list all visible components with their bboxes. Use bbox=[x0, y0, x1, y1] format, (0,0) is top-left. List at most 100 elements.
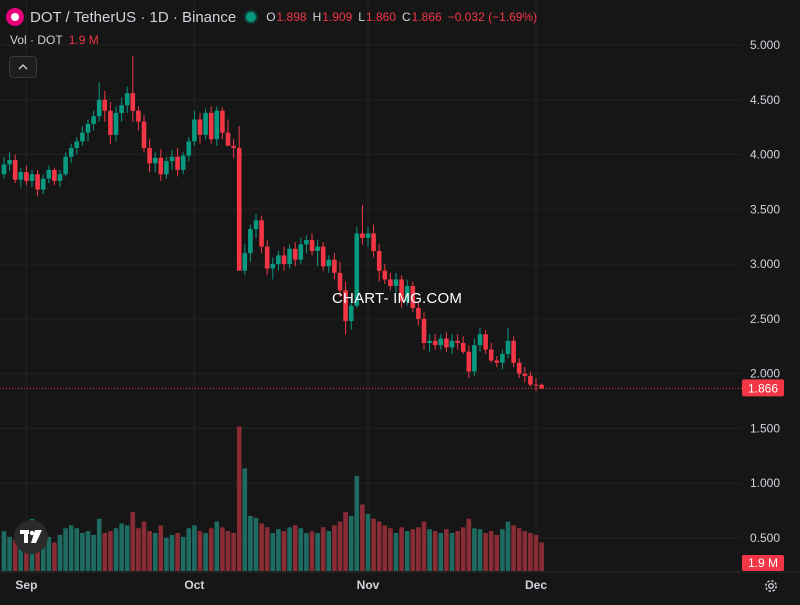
volume-bar bbox=[96, 518, 102, 571]
candle-body bbox=[432, 340, 438, 346]
volume-label: Vol · DOT bbox=[10, 33, 63, 47]
volume-bar bbox=[124, 525, 130, 571]
settings-gear-icon[interactable] bbox=[763, 578, 779, 594]
candle-body bbox=[231, 145, 236, 148]
volume-bar bbox=[309, 531, 315, 571]
candle-body bbox=[292, 248, 298, 260]
tradingview-logo-icon[interactable] bbox=[14, 520, 48, 554]
candle-body bbox=[136, 110, 141, 122]
volume-bar bbox=[242, 468, 248, 571]
volume-bar bbox=[399, 527, 404, 571]
candle-body bbox=[147, 147, 152, 164]
volume-bar bbox=[343, 512, 348, 571]
candle-body bbox=[130, 93, 136, 111]
candle-body bbox=[270, 264, 276, 269]
candle-body bbox=[1, 164, 7, 175]
candle-body bbox=[29, 174, 35, 181]
tradingview-logo-glyph bbox=[20, 530, 42, 543]
volume-bar bbox=[483, 533, 488, 571]
y-tick-label: 1.500 bbox=[750, 421, 780, 435]
volume-bar bbox=[460, 527, 466, 571]
candle-body bbox=[483, 334, 488, 350]
volume-bar bbox=[220, 527, 225, 571]
candle-body bbox=[511, 340, 516, 363]
candle-body bbox=[404, 286, 410, 302]
candle-body bbox=[242, 253, 248, 271]
candle-body bbox=[466, 351, 472, 372]
volume-bar bbox=[393, 533, 399, 571]
volume-bar bbox=[444, 529, 449, 571]
volume-bar bbox=[488, 531, 494, 571]
volume-bar bbox=[287, 527, 292, 571]
candle-body bbox=[444, 338, 449, 348]
candle-body bbox=[214, 110, 220, 140]
symbol-title[interactable]: DOT / TetherUS · 1D · Binance bbox=[30, 8, 237, 26]
candle-body bbox=[460, 342, 466, 352]
y-tick-label: 2.500 bbox=[750, 312, 780, 326]
volume-bar bbox=[494, 534, 500, 571]
candle-body bbox=[52, 169, 57, 181]
volume-bar bbox=[169, 534, 175, 571]
y-tick-label: 2.000 bbox=[750, 367, 780, 381]
volume-bar bbox=[427, 529, 432, 571]
volume-bar bbox=[197, 531, 203, 571]
volume-bar bbox=[68, 525, 74, 571]
ohlc-key: C bbox=[402, 10, 411, 24]
candle-body bbox=[533, 384, 539, 386]
volume-bar bbox=[248, 515, 253, 571]
ohlc-key: H bbox=[312, 10, 322, 24]
volume-bar bbox=[63, 528, 68, 571]
candle-body bbox=[315, 246, 320, 251]
candle-body bbox=[164, 161, 169, 175]
volume-bar bbox=[259, 523, 264, 571]
volume-bar bbox=[449, 533, 455, 571]
ohlc-value: 1.860 bbox=[365, 10, 396, 24]
candle-body bbox=[332, 259, 337, 273]
candle-body bbox=[124, 93, 130, 106]
volume-bar bbox=[315, 533, 320, 571]
volume-bar bbox=[360, 504, 365, 571]
volume-bar bbox=[472, 528, 477, 571]
candle-body bbox=[108, 110, 113, 135]
candle-body bbox=[427, 340, 432, 343]
candle-body bbox=[169, 156, 175, 162]
candle-body bbox=[326, 259, 332, 267]
volume-bar bbox=[130, 512, 136, 571]
candle-body bbox=[57, 174, 63, 181]
candle-body bbox=[96, 99, 102, 117]
candle-body bbox=[7, 160, 12, 165]
candle-body bbox=[12, 160, 18, 180]
candle-body bbox=[320, 246, 326, 267]
y-tick-label: 4.500 bbox=[750, 93, 780, 107]
volume-bar bbox=[231, 533, 236, 571]
ohlc-key: L bbox=[358, 10, 365, 24]
x-tick-label: Dec bbox=[525, 578, 547, 592]
candle-body bbox=[40, 178, 46, 190]
candle-body bbox=[74, 141, 80, 148]
volume-bar bbox=[371, 518, 376, 571]
candle-body bbox=[298, 244, 304, 260]
candle-body bbox=[309, 240, 315, 251]
candle-body bbox=[416, 307, 421, 319]
volume-bar bbox=[119, 523, 124, 571]
volume-bar bbox=[80, 533, 85, 571]
volume-bar bbox=[203, 533, 208, 571]
candle-body bbox=[276, 255, 281, 265]
pair-logo-icon bbox=[6, 8, 24, 26]
volume-bar bbox=[164, 537, 169, 571]
volume-bar bbox=[225, 531, 231, 571]
status-dot-icon bbox=[246, 12, 257, 22]
candle-body bbox=[208, 112, 214, 140]
volume-bar bbox=[180, 536, 186, 571]
candle-body bbox=[91, 116, 96, 124]
volume-bar bbox=[57, 534, 63, 571]
collapse-button[interactable] bbox=[9, 56, 37, 78]
volume-bar bbox=[46, 536, 52, 571]
ohlc-change: −0.032 (−1.69%) bbox=[447, 10, 538, 24]
candle-body bbox=[119, 105, 124, 113]
candle-body bbox=[24, 172, 29, 181]
candle-body bbox=[68, 147, 74, 157]
y-tick-label: 4.000 bbox=[750, 148, 780, 162]
